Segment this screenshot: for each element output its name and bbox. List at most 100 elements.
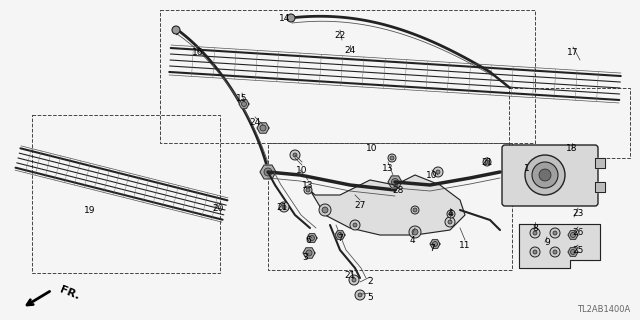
Text: 10: 10 bbox=[426, 171, 438, 180]
Circle shape bbox=[448, 220, 452, 224]
Bar bbox=[160, 10, 535, 143]
Circle shape bbox=[358, 293, 362, 297]
Circle shape bbox=[241, 101, 246, 107]
Circle shape bbox=[290, 150, 300, 160]
Circle shape bbox=[349, 275, 359, 285]
Text: 11: 11 bbox=[460, 241, 471, 250]
Circle shape bbox=[306, 188, 310, 192]
Text: 21: 21 bbox=[276, 203, 288, 212]
Circle shape bbox=[570, 250, 575, 254]
Circle shape bbox=[279, 202, 289, 212]
Bar bbox=[32, 115, 220, 273]
Polygon shape bbox=[568, 248, 578, 256]
Circle shape bbox=[337, 233, 342, 237]
Polygon shape bbox=[239, 100, 249, 108]
Circle shape bbox=[322, 207, 328, 213]
Circle shape bbox=[570, 233, 575, 237]
Text: TL2AB1400A: TL2AB1400A bbox=[577, 305, 630, 314]
Text: 13: 13 bbox=[382, 164, 394, 172]
Text: 21: 21 bbox=[344, 270, 356, 279]
Circle shape bbox=[550, 228, 560, 238]
Circle shape bbox=[433, 242, 438, 246]
Text: 16: 16 bbox=[192, 47, 204, 57]
Circle shape bbox=[550, 247, 560, 257]
Circle shape bbox=[445, 217, 455, 227]
Circle shape bbox=[310, 236, 314, 241]
Polygon shape bbox=[335, 231, 345, 239]
Text: 24: 24 bbox=[250, 117, 260, 126]
Circle shape bbox=[553, 250, 557, 254]
Text: 28: 28 bbox=[392, 186, 404, 195]
Text: 23: 23 bbox=[572, 209, 584, 218]
Text: 2: 2 bbox=[367, 277, 373, 286]
Circle shape bbox=[287, 14, 295, 22]
Polygon shape bbox=[568, 231, 578, 239]
Text: 7: 7 bbox=[429, 244, 435, 252]
Polygon shape bbox=[303, 248, 315, 258]
Text: 3: 3 bbox=[302, 253, 308, 262]
FancyBboxPatch shape bbox=[502, 145, 598, 206]
Circle shape bbox=[319, 204, 331, 216]
Circle shape bbox=[350, 220, 360, 230]
Circle shape bbox=[355, 290, 365, 300]
Text: 8: 8 bbox=[532, 223, 538, 233]
Text: 21: 21 bbox=[481, 157, 493, 166]
Circle shape bbox=[433, 167, 443, 177]
Circle shape bbox=[553, 231, 557, 235]
Bar bbox=[509, 88, 630, 158]
Text: 24: 24 bbox=[344, 45, 356, 54]
Circle shape bbox=[409, 226, 421, 238]
Text: 25: 25 bbox=[572, 245, 584, 254]
Circle shape bbox=[447, 210, 455, 218]
Circle shape bbox=[392, 179, 399, 186]
Circle shape bbox=[539, 169, 551, 181]
Circle shape bbox=[172, 26, 180, 34]
Circle shape bbox=[352, 278, 356, 282]
Polygon shape bbox=[595, 182, 605, 192]
Circle shape bbox=[388, 154, 396, 162]
Polygon shape bbox=[257, 123, 269, 133]
Circle shape bbox=[411, 206, 419, 214]
Text: 1: 1 bbox=[524, 164, 530, 172]
Text: 4: 4 bbox=[409, 236, 415, 244]
Circle shape bbox=[530, 247, 540, 257]
Circle shape bbox=[293, 153, 297, 157]
Text: 5: 5 bbox=[367, 293, 373, 302]
Text: 10: 10 bbox=[366, 143, 378, 153]
Circle shape bbox=[306, 250, 312, 256]
Circle shape bbox=[533, 250, 537, 254]
Polygon shape bbox=[307, 234, 317, 242]
Polygon shape bbox=[519, 224, 600, 268]
Text: 7: 7 bbox=[337, 234, 343, 243]
Circle shape bbox=[436, 170, 440, 174]
Circle shape bbox=[533, 231, 537, 235]
Polygon shape bbox=[310, 175, 465, 235]
Text: 4: 4 bbox=[447, 209, 453, 218]
Text: 19: 19 bbox=[84, 205, 96, 214]
Polygon shape bbox=[595, 158, 605, 168]
Text: 20: 20 bbox=[212, 204, 224, 212]
Text: 13: 13 bbox=[302, 180, 314, 189]
Polygon shape bbox=[388, 176, 402, 188]
Text: FR.: FR. bbox=[58, 284, 81, 301]
Circle shape bbox=[483, 158, 491, 166]
Circle shape bbox=[282, 205, 286, 209]
Text: 14: 14 bbox=[279, 13, 291, 22]
Text: 18: 18 bbox=[566, 143, 578, 153]
Circle shape bbox=[485, 160, 489, 164]
Circle shape bbox=[413, 208, 417, 212]
Circle shape bbox=[390, 156, 394, 160]
Text: 6: 6 bbox=[305, 236, 311, 244]
Polygon shape bbox=[430, 240, 440, 248]
Text: 9: 9 bbox=[544, 237, 550, 246]
Circle shape bbox=[304, 186, 312, 194]
Circle shape bbox=[530, 228, 540, 238]
Text: 15: 15 bbox=[236, 93, 248, 102]
Text: 10: 10 bbox=[296, 165, 308, 174]
Bar bbox=[268, 143, 512, 270]
Circle shape bbox=[532, 162, 558, 188]
Text: 22: 22 bbox=[334, 30, 346, 39]
Circle shape bbox=[412, 229, 418, 235]
Circle shape bbox=[260, 125, 266, 131]
Text: 27: 27 bbox=[355, 201, 365, 210]
